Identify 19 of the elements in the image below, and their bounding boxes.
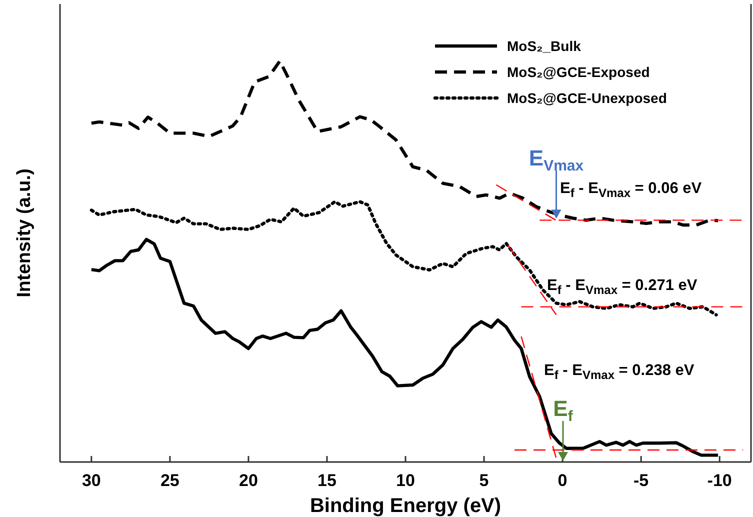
x-tick-label: 30 [82,471,101,490]
annotation: E$_{f}$ - E$_{Vmax}$ = 0.238 eV [544,362,695,382]
y-axis-title: Intensity (a.u.) [14,168,35,298]
legend-label: MoS₂@GCE-Unexposed [507,90,667,106]
annotation: E$_{Vmax}$ [528,146,584,174]
x-tick-label: 15 [318,471,336,490]
legend-label: MoS₂_Bulk [507,38,582,54]
x-tick-label: 0 [558,471,568,490]
x-tick-label: -5 [634,471,649,490]
x-tick-label: 25 [160,471,180,490]
annotation: E$_{f}$ - E$_{Vmax}$ = 0.06 eV [560,180,702,200]
x-tick-label: 20 [238,471,258,490]
legend-label: MoS₂@GCE-Exposed [507,64,650,80]
x-tick-label: 10 [396,471,415,490]
x-axis-title: Binding Energy (eV) [310,495,502,517]
x-tick-label: -10 [707,471,732,490]
x-tick-label: 5 [479,471,489,490]
annotation: E$_{f}$ [553,396,574,424]
annotation: E$_{f}$ - E$_{Vmax}$ = 0.271 eV [547,277,698,297]
